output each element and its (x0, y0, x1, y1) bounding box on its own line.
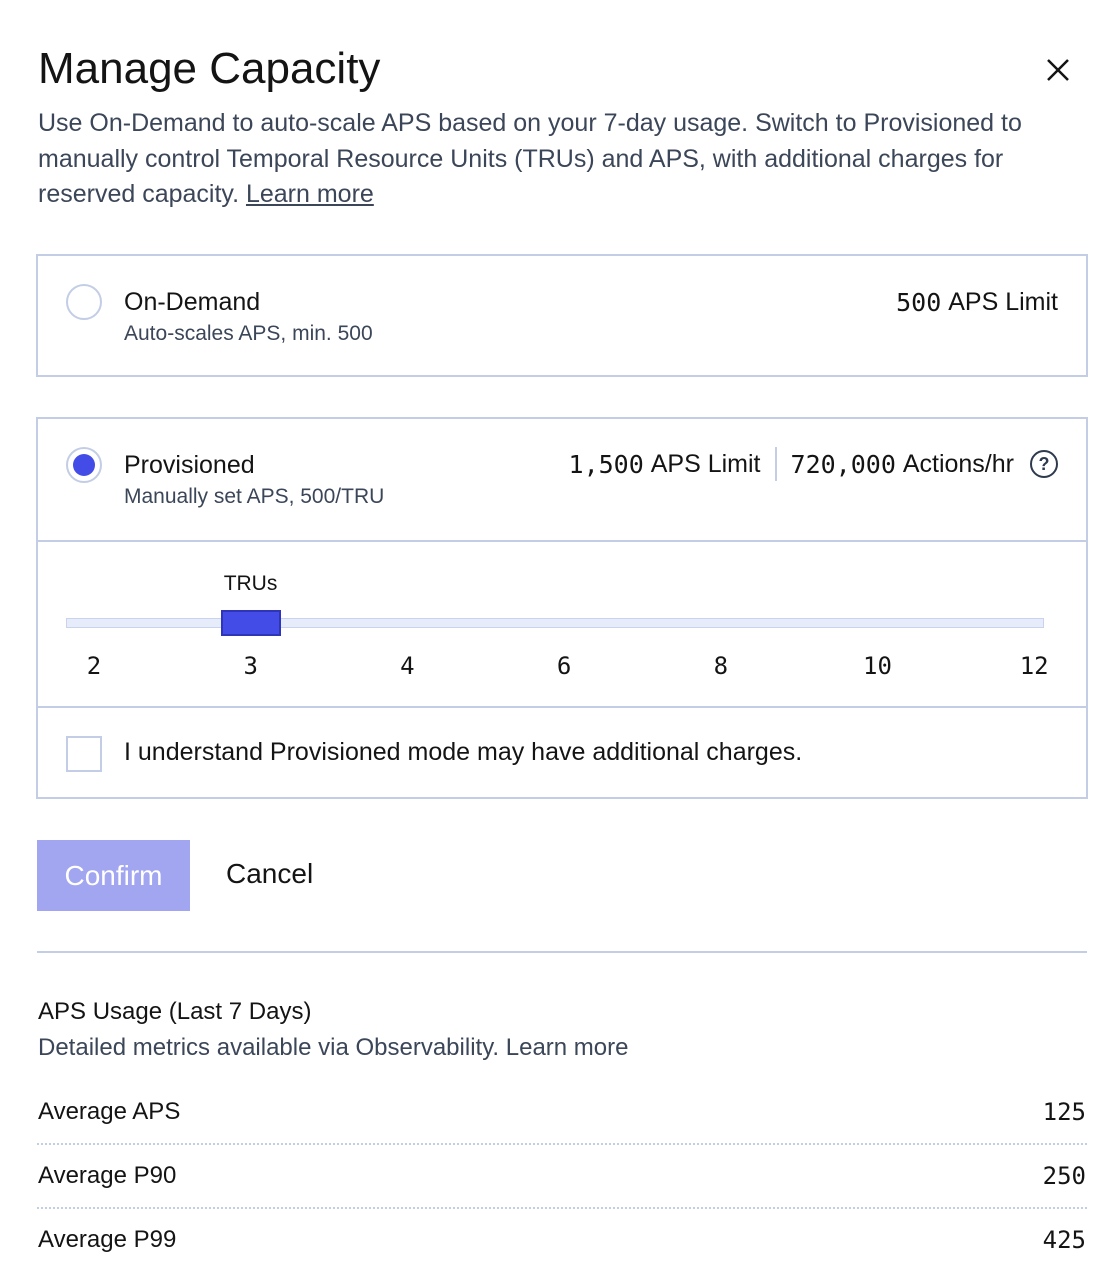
divider (774, 447, 777, 481)
learn-more-link[interactable]: Learn more (245, 180, 374, 208)
slider-label: TRUs (223, 572, 278, 595)
slider-tick: 6 (556, 652, 572, 680)
tru-slider-section: TRUs 2 3 4 6 8 10 12 (38, 542, 1086, 706)
provisioned-title: Provisioned (124, 451, 255, 479)
usage-row: Average P99 425 (38, 1226, 1086, 1254)
usage-title: APS Usage (Last 7 Days) (38, 998, 312, 1025)
limit-label: APS Limit (650, 449, 761, 478)
confirm-button[interactable]: Confirm (37, 840, 190, 911)
description-text: Use On-Demand to auto-scale APS based on… (38, 109, 1022, 208)
limit-label: APS Limit (948, 288, 1058, 316)
slider-tick: 10 (863, 652, 892, 680)
slider-tick: 3 (243, 652, 258, 680)
usage-label: Average P90 (38, 1162, 177, 1189)
slider-thumb[interactable] (220, 610, 281, 636)
on-demand-limit: 500 APS Limit (896, 288, 1058, 317)
divider (37, 951, 1087, 953)
divider (38, 540, 1086, 542)
slider-tick: 4 (400, 652, 415, 680)
provisioned-subtitle: Manually set APS, 500/TRU (124, 485, 385, 508)
acknowledge-checkbox[interactable] (66, 736, 102, 772)
slider-tick: 2 (86, 652, 102, 680)
acknowledge-label[interactable]: I understand Provisioned mode may have a… (124, 738, 803, 766)
actions-value: 720,000 (790, 449, 896, 479)
usage-value: 425 (1042, 1226, 1086, 1254)
on-demand-radio[interactable] (66, 284, 102, 320)
limit-value: 500 (896, 288, 942, 317)
usage-label: Average P99 (38, 1226, 177, 1253)
question-circle-icon[interactable]: ? (1030, 450, 1058, 478)
slider-track[interactable] (66, 618, 1044, 628)
cancel-button[interactable]: Cancel (226, 858, 314, 889)
dialog-title: Manage Capacity (38, 44, 381, 93)
actions-label: Actions/hr (902, 449, 1014, 478)
row-divider (37, 1207, 1087, 1209)
provisioned-radio[interactable] (66, 447, 102, 483)
provisioned-option[interactable]: Provisioned Manually set APS, 500/TRU 1,… (36, 417, 1088, 799)
usage-row: Average APS 125 (38, 1098, 1086, 1126)
dialog-description: Use On-Demand to auto-scale APS based on… (38, 106, 1098, 213)
usage-subtitle: Detailed metrics available via Observabi… (38, 1034, 629, 1061)
limit-value: 1,500 (568, 449, 644, 479)
usage-value: 250 (1042, 1162, 1086, 1190)
usage-row: Average P90 250 (38, 1162, 1086, 1190)
slider-tick: 12 (1019, 652, 1049, 680)
on-demand-subtitle: Auto-scales APS, min. 500 (124, 322, 373, 345)
slider-tick: 8 (713, 652, 729, 680)
provisioned-limits: 1,500 APS Limit 720,000 Actions/hr ? (569, 447, 1058, 481)
row-divider (37, 1143, 1087, 1145)
usage-value: 125 (1042, 1098, 1086, 1126)
on-demand-option[interactable]: On-Demand Auto-scales APS, min. 500 500 … (36, 254, 1088, 377)
usage-label: Average APS (38, 1098, 181, 1125)
close-icon[interactable] (1044, 56, 1072, 84)
on-demand-title: On-Demand (124, 288, 261, 316)
divider (38, 706, 1086, 708)
